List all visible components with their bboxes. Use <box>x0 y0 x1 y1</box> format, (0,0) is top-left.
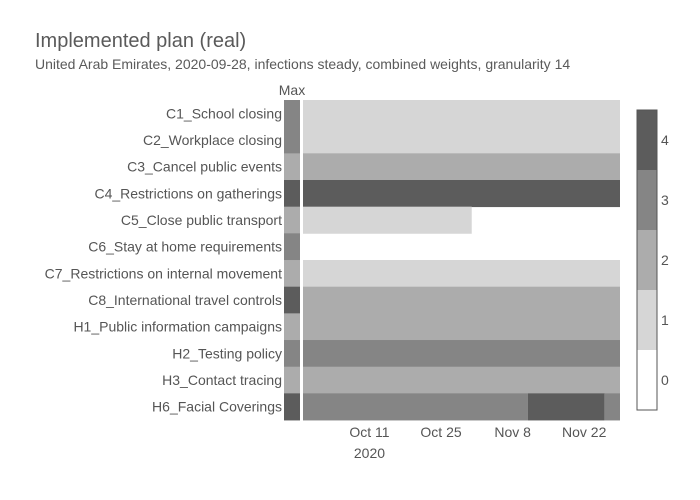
max-cell-h2-testing-policy <box>284 340 300 368</box>
row-label-h6-facial-coverings: H6_Facial Coverings <box>152 399 282 415</box>
heatmap-cell-c2-workplace-closing-0 <box>303 126 620 154</box>
row-label-c1-school-closing: C1_School closing <box>166 105 282 121</box>
colorbar-band-0 <box>637 350 657 410</box>
x-tick-label: Nov 22 <box>562 424 607 440</box>
max-cell-h6-facial-coverings <box>284 393 300 421</box>
max-cell-h3-contact-tracing <box>284 366 300 394</box>
colorbar-tick-label: 2 <box>661 252 669 268</box>
heatmap-cell-c5-close-public-transport-0 <box>303 206 472 234</box>
colorbar-tick-label: 0 <box>661 372 669 388</box>
max-cell-c3-cancel-public-events <box>284 153 300 181</box>
colorbar-band-3 <box>637 170 657 230</box>
max-cell-c1-school-closing <box>284 100 300 128</box>
colorbar-outline <box>636 109 658 411</box>
max-cell-c7-restrictions-on-internal-movement <box>284 260 300 288</box>
max-cell-c6-stay-at-home-requirements <box>284 233 300 261</box>
colorbar-band-4 <box>637 110 657 170</box>
row-label-h2-testing-policy: H2_Testing policy <box>172 345 282 361</box>
row-label-c7-restrictions-on-internal-movement: C7_Restrictions on internal movement <box>45 265 282 281</box>
row-label-c6-stay-at-home-requirements: C6_Stay at home requirements <box>88 239 282 255</box>
x-tick-label: Nov 8 <box>494 424 531 440</box>
heatmap-cell-h6-facial-coverings-1 <box>527 393 605 421</box>
row-label-c4-restrictions-on-gatherings: C4_Restrictions on gatherings <box>94 185 282 201</box>
heatmap-cell-c8-international-travel-controls-0 <box>303 286 620 314</box>
x-tick-sublabel: 2020 <box>354 445 385 461</box>
row-label-c3-cancel-public-events: C3_Cancel public events <box>127 159 282 175</box>
row-label-c2-workplace-closing: C2_Workplace closing <box>143 132 282 148</box>
heatmap-cell-h6-facial-coverings-2 <box>604 393 620 421</box>
heatmap-cell-h6-facial-coverings-0 <box>303 393 528 421</box>
x-tick-label: Oct 25 <box>420 424 461 440</box>
row-label-c8-international-travel-controls: C8_International travel controls <box>88 292 282 308</box>
heatmap-cell-h1-public-information-campaigns-0 <box>303 313 620 341</box>
row-label-h1-public-information-campaigns: H1_Public information campaigns <box>73 319 282 335</box>
heatmap-cell-h2-testing-policy-0 <box>303 340 620 368</box>
heatmap-cell-c1-school-closing-0 <box>303 100 620 128</box>
max-cell-c5-close-public-transport <box>284 206 300 234</box>
colorbar-tick-label: 4 <box>661 132 669 148</box>
chart-subtitle: United Arab Emirates, 2020-09-28, infect… <box>35 56 571 72</box>
colorbar-band-2 <box>637 230 657 290</box>
chart-title: Implemented plan (real) <box>35 30 247 52</box>
heatmap-cell-c7-restrictions-on-internal-movement-0 <box>303 260 620 288</box>
heatmap-cell-c3-cancel-public-events-0 <box>303 153 620 181</box>
max-column-label: Max <box>279 82 305 98</box>
colorbar-tick-label: 1 <box>661 312 669 328</box>
max-cell-h1-public-information-campaigns <box>284 313 300 341</box>
heatmap-cell-c4-restrictions-on-gatherings-0 <box>303 180 620 208</box>
max-cell-c2-workplace-closing <box>284 126 300 154</box>
colorbar-tick-label: 3 <box>661 192 669 208</box>
max-cell-c4-restrictions-on-gatherings <box>284 180 300 208</box>
row-label-c5-close-public-transport: C5_Close public transport <box>121 212 282 228</box>
row-label-h3-contact-tracing: H3_Contact tracing <box>162 372 282 388</box>
colorbar-band-1 <box>637 290 657 350</box>
heatmap-cell-h3-contact-tracing-0 <box>303 366 620 394</box>
max-cell-c8-international-travel-controls <box>284 286 300 314</box>
x-tick-label: Oct 11 <box>349 424 389 440</box>
